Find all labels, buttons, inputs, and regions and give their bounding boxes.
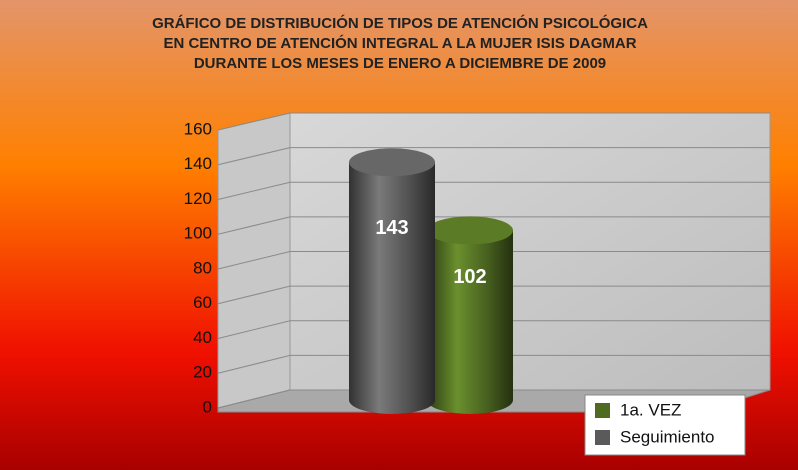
- y-tick-label: 80: [193, 258, 212, 277]
- grid-line: [217, 216, 770, 235]
- legend-box: [584, 394, 746, 456]
- grid-line: [217, 354, 770, 374]
- value-label: 143: [375, 217, 408, 239]
- y-tick-label: 160: [184, 119, 212, 138]
- y-tick-label: 0: [203, 397, 212, 416]
- grid-line: [217, 147, 770, 166]
- legend-swatch: [595, 403, 610, 418]
- grid-line: [217, 285, 770, 305]
- chart-title: GRÁFICO DE DISTRIBUCIÓN DE TIPOS DE ATEN…: [152, 15, 648, 72]
- grid-line: [217, 251, 770, 270]
- y-tick-label: 60: [193, 293, 212, 312]
- bar-top: [349, 148, 435, 177]
- bar: [427, 230, 513, 414]
- y-tick-label: 40: [193, 328, 212, 347]
- grid-line: [217, 320, 770, 339]
- legend-label: 1a. VEZ: [620, 400, 681, 419]
- bar-top: [427, 216, 513, 245]
- bar: [349, 162, 435, 414]
- value-label: 102: [453, 266, 486, 288]
- grid-line: [217, 112, 770, 131]
- legend-label: Seguimiento: [620, 427, 715, 446]
- y-tick-label: 120: [184, 189, 212, 208]
- y-tick-label: 100: [184, 224, 212, 243]
- y-tick-label: 20: [193, 363, 212, 382]
- legend-swatch: [595, 430, 610, 445]
- grid-line: [217, 181, 770, 200]
- grid-line: [217, 389, 770, 409]
- y-tick-label: 140: [184, 154, 212, 173]
